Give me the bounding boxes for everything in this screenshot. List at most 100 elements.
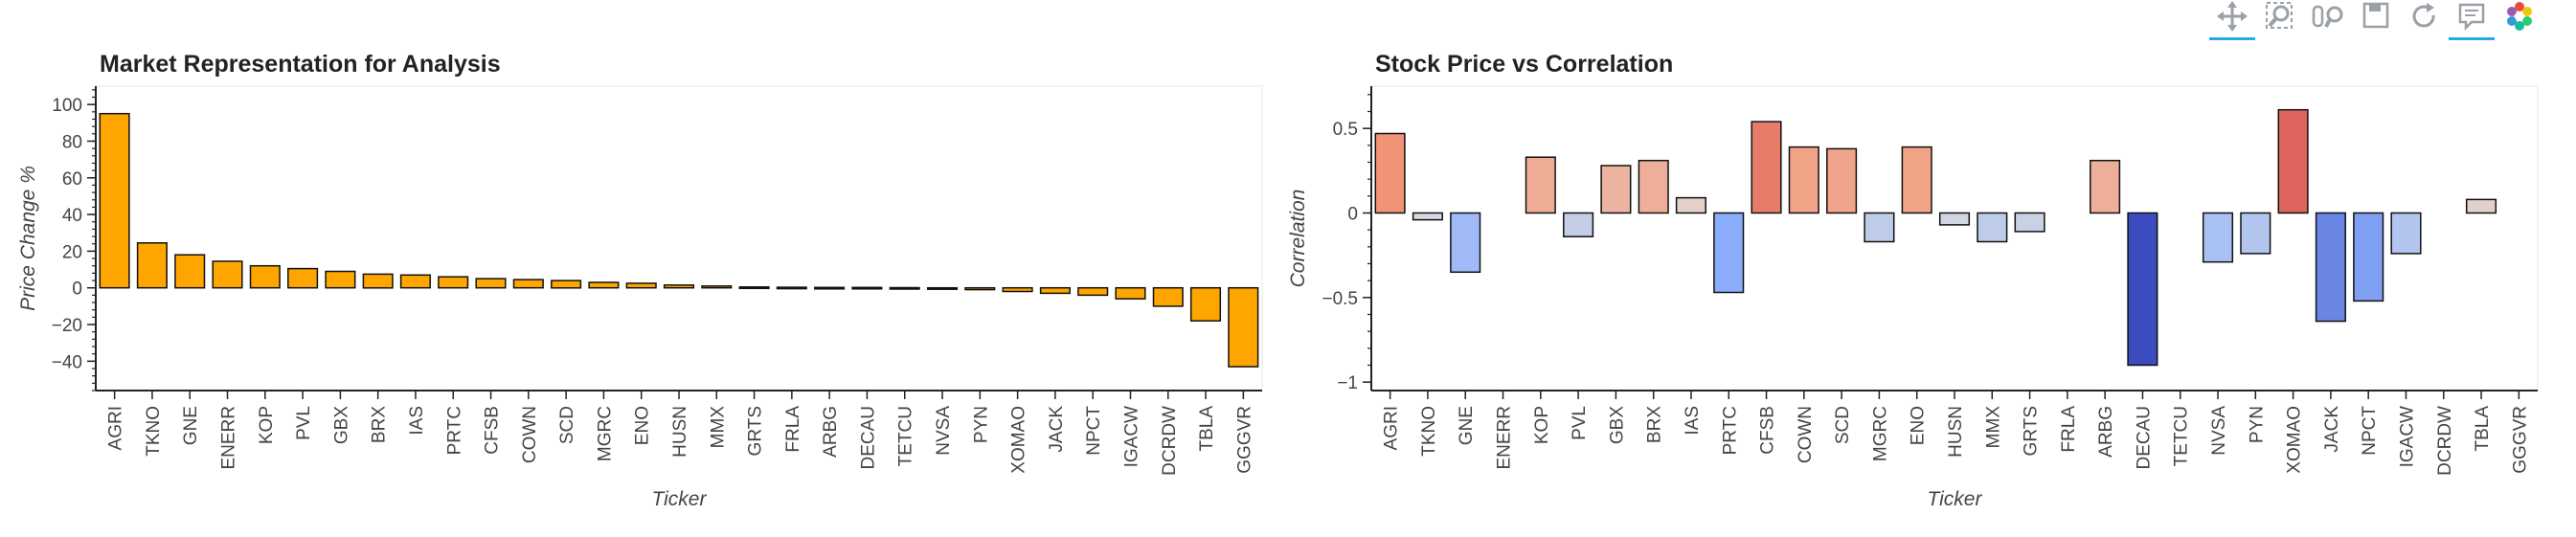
bar-cown[interactable] xyxy=(1788,145,1819,214)
bar-eno[interactable] xyxy=(1901,145,1932,214)
bar-prtc[interactable] xyxy=(438,276,469,289)
bar-arbg[interactable] xyxy=(814,286,846,290)
bar-ias[interactable] xyxy=(1675,196,1706,214)
bar-gne[interactable] xyxy=(1450,212,1481,274)
bar-arbg[interactable] xyxy=(2090,159,2121,214)
bar-agri[interactable] xyxy=(99,112,130,289)
bar-gbx[interactable] xyxy=(1600,165,1632,214)
bar-kop[interactable] xyxy=(1525,156,1556,214)
bar-mmx[interactable] xyxy=(1977,212,2008,243)
bar-xomao[interactable] xyxy=(1002,286,1033,293)
bar-nvsa[interactable] xyxy=(926,286,959,290)
bar-mmx[interactable] xyxy=(701,285,733,289)
bar-xomao[interactable] xyxy=(2277,108,2309,214)
x-tick-label: KOP xyxy=(257,406,277,444)
bar-tbla[interactable] xyxy=(1189,286,1222,322)
box-zoom-icon xyxy=(2266,2,2293,29)
x-tick-label: BRX xyxy=(370,406,390,443)
bar-eno[interactable] xyxy=(625,282,657,289)
bokeh-logo[interactable] xyxy=(2495,0,2544,42)
x-tick-label: PVL xyxy=(294,406,314,440)
bar-scd[interactable] xyxy=(1826,147,1858,214)
bar-brx[interactable] xyxy=(1638,159,1669,214)
bar-husn[interactable] xyxy=(663,284,695,289)
bar-mgrc[interactable] xyxy=(1864,212,1895,243)
bar-cfsb[interactable] xyxy=(1751,121,1782,214)
y-tick-label: −40 xyxy=(52,352,82,372)
bar-tetcu[interactable] xyxy=(889,286,920,290)
x-tick-label: CFSB xyxy=(483,406,503,455)
bar-scd[interactable] xyxy=(551,280,582,289)
x-tick-label: NVSA xyxy=(934,406,954,456)
bar-igacw[interactable] xyxy=(1115,286,1146,300)
hover-icon xyxy=(2458,3,2485,32)
bar-npct[interactable] xyxy=(2353,212,2384,302)
x-tick-label: PYN xyxy=(971,406,991,443)
x-tick-label: JACK xyxy=(1047,406,1067,453)
bar-cown[interactable] xyxy=(512,279,544,289)
bar-mgrc[interactable] xyxy=(588,281,620,289)
save-icon xyxy=(2362,2,2389,29)
bar-enerr[interactable] xyxy=(212,260,243,289)
wheel-zoom-tool[interactable] xyxy=(2303,0,2353,42)
box-zoom-tool[interactable] xyxy=(2255,0,2305,42)
bar-decau[interactable] xyxy=(851,286,883,290)
x-tick-label: NVSA xyxy=(2209,406,2229,456)
bar-gne[interactable] xyxy=(174,254,206,289)
x-tick-label: FRLA xyxy=(2059,406,2079,453)
bar-cfsb[interactable] xyxy=(475,278,507,289)
bar-tkno[interactable] xyxy=(1412,212,1443,221)
bar-jack[interactable] xyxy=(1039,286,1071,295)
bar-pyn[interactable] xyxy=(964,286,996,291)
x-tick-label: GGGVR xyxy=(1234,406,1254,474)
reset-tool[interactable] xyxy=(2399,0,2449,42)
x-tick-label: ARBG xyxy=(2096,406,2116,458)
x-tick-label: AGRI xyxy=(1382,406,1402,450)
bar-pvl[interactable] xyxy=(1563,212,1594,237)
bar-gbx[interactable] xyxy=(325,270,356,289)
x-tick-label: COWN xyxy=(520,406,540,463)
bar-pyn[interactable] xyxy=(2240,212,2271,255)
bar-decau[interactable] xyxy=(2127,212,2158,367)
price-change-chart: Market Representation for Analysis −40 −20… xyxy=(17,51,1263,510)
bar-tkno[interactable] xyxy=(136,242,168,289)
x-tick-label: TETCU xyxy=(896,406,916,466)
y-tick-label: −20 xyxy=(52,316,82,336)
pan-tool[interactable] xyxy=(2207,0,2257,42)
x-tick-label: XOMAO xyxy=(2285,406,2305,474)
x-tick-label: ENERR xyxy=(219,406,239,470)
bar-npct[interactable] xyxy=(1077,286,1109,297)
bar-brx[interactable] xyxy=(362,273,394,289)
x-tick-label: TKNO xyxy=(144,406,164,457)
bar-prtc[interactable] xyxy=(1713,212,1745,294)
bar-gggvr[interactable] xyxy=(1228,286,1259,368)
bar-frla[interactable] xyxy=(776,286,807,290)
plot-frame xyxy=(95,85,1263,392)
bar-igacw[interactable] xyxy=(2390,212,2422,255)
bar-jack[interactable] xyxy=(2315,212,2346,323)
y-axis-label: Price Change % xyxy=(17,166,39,311)
x-tick-label: IGACW xyxy=(1122,406,1142,467)
x-tick-label: JACK xyxy=(2322,406,2342,453)
bar-dcrdw[interactable] xyxy=(1152,286,1184,307)
save-tool[interactable] xyxy=(2351,0,2401,42)
plot-toolbar xyxy=(2207,0,2576,42)
pan-icon xyxy=(2217,1,2248,32)
bar-ias[interactable] xyxy=(399,274,431,289)
bar-kop[interactable] xyxy=(249,264,281,289)
x-tick-label: GGGVR xyxy=(2510,406,2530,474)
bar-grts[interactable] xyxy=(738,286,770,290)
y-tick-label: 40 xyxy=(62,206,82,226)
hover-tool[interactable] xyxy=(2447,0,2497,42)
x-tick-label: PRTC xyxy=(444,406,464,455)
bar-husn[interactable] xyxy=(1938,212,1971,226)
bar-pvl[interactable] xyxy=(287,267,319,289)
bar-grts[interactable] xyxy=(2014,212,2045,233)
x-tick-label: DCRDW xyxy=(1160,406,1180,476)
bar-agri[interactable] xyxy=(1374,132,1406,214)
x-tick-label: COWN xyxy=(1796,406,1816,463)
x-tick-label: IAS xyxy=(1683,406,1703,436)
x-tick-label: XOMAO xyxy=(1009,406,1029,474)
bar-tbla[interactable] xyxy=(2465,198,2497,214)
bar-nvsa[interactable] xyxy=(2202,212,2234,263)
